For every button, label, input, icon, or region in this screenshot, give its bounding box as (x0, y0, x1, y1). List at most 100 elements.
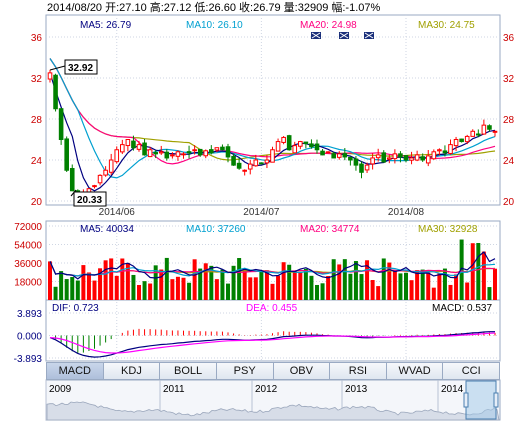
candle-body (181, 153, 186, 156)
volume-bar (426, 272, 431, 300)
volume-bar (242, 268, 247, 300)
candle-body (186, 151, 192, 154)
candle-body (437, 149, 442, 152)
candle-body (375, 154, 381, 159)
candle-body (392, 153, 398, 160)
volume-bar (226, 283, 230, 300)
volume-bar (181, 277, 186, 300)
candle-body (336, 153, 342, 158)
volume-bar (487, 287, 492, 300)
candle-body (398, 153, 403, 158)
tab-wvad[interactable]: WVAD (386, 363, 444, 379)
quote-header: 2014/08/20 开:27.10 高:27.12 低:26.60 收:26.… (47, 0, 380, 14)
volume-bar (253, 277, 258, 300)
candle-body (286, 135, 292, 151)
candle-body (448, 144, 453, 154)
volume-bar (409, 280, 414, 300)
candle-body (192, 149, 197, 152)
price-tick-label-right: 32 (503, 74, 515, 85)
candle-body (453, 139, 459, 147)
candle-body (275, 141, 281, 152)
candle-body (231, 155, 236, 166)
price-tick-label-left: 28 (31, 115, 43, 126)
volume-bar (365, 260, 370, 300)
volume-bar (303, 268, 308, 300)
event-marker-icon[interactable] (364, 32, 374, 39)
date-axis: 2014/06 2014/07 2014/08 (99, 207, 425, 218)
candle-body (387, 157, 392, 160)
candle-body (331, 153, 336, 159)
dif-legend: DIF: 0.723 (52, 303, 99, 314)
tab-rsi[interactable]: RSI (330, 363, 387, 379)
date-tick-label: 2014/06 (99, 207, 136, 218)
volume-bar (59, 271, 64, 300)
price-axis: 36 36 32 32 28 28 24 24 20 20 (31, 33, 515, 208)
volume-bar (281, 262, 286, 300)
volume-bar (259, 270, 264, 300)
candle-body (414, 154, 420, 161)
tab-boll[interactable]: BOLL (160, 363, 217, 379)
candle-body (153, 152, 158, 155)
volume-bar (170, 279, 175, 300)
candle-body (409, 157, 414, 161)
ma5-legend: MA5: 26.79 (80, 20, 132, 31)
volume-bar (381, 258, 386, 300)
candle-body (214, 147, 220, 151)
navigator-range-handle[interactable] (463, 380, 499, 420)
price-tick-label-right: 24 (503, 156, 515, 167)
event-marker-icon[interactable] (311, 32, 321, 39)
price-tick-label-left: 32 (31, 74, 43, 85)
volume-bar (493, 268, 497, 300)
candle-body (247, 163, 253, 170)
volume-bar (342, 259, 347, 300)
ma20-legend: MA20: 24.98 (300, 20, 357, 31)
volume-bar (137, 285, 141, 300)
tab-obv[interactable]: OBV (273, 363, 331, 379)
volume-bar (264, 270, 269, 300)
volume-bar (164, 257, 169, 300)
candle-body (236, 162, 242, 169)
vol-ma5-line (49, 251, 496, 280)
candle-body (476, 133, 481, 136)
volume-bar (392, 271, 397, 300)
price-tick-label-left: 24 (31, 156, 43, 167)
volume-bar (420, 269, 425, 300)
volume-bar (448, 284, 453, 300)
candle-body (303, 141, 309, 145)
volume-bar (387, 262, 392, 300)
vol-ma10-line (49, 261, 496, 277)
tab-psy[interactable]: PSY (216, 363, 274, 379)
vol-ma5-legend: MA5: 40034 (80, 224, 134, 235)
candle-body (136, 144, 142, 150)
volume-bar (287, 264, 292, 300)
tab-kdj[interactable]: KDJ (103, 363, 161, 379)
event-marker-icon[interactable] (339, 32, 349, 39)
date-tick-label: 2014/07 (243, 207, 280, 218)
vol-ma30-legend: MA30: 32928 (418, 224, 478, 235)
price-tick-label-left: 20 (31, 197, 43, 208)
volume-bar (237, 258, 242, 300)
volume-bar (459, 239, 464, 300)
candle-body (197, 148, 203, 156)
volume-bar (142, 281, 147, 300)
tab-cci[interactable]: CCI (443, 363, 499, 379)
volume-bar (103, 260, 108, 300)
volume-bar (353, 261, 358, 300)
indicator-tabs: MACD KDJ BOLL PSY OBV RSI WVAD CCI (46, 362, 500, 380)
tab-macd[interactable]: MACD (47, 363, 104, 379)
volume-bar (431, 287, 436, 300)
volume-tick-label: 36000 (14, 259, 42, 270)
macd-lines (49, 331, 496, 358)
candle-body (314, 143, 320, 151)
macd-histogram (55, 328, 496, 353)
candle-body (253, 159, 259, 167)
volume-bar (125, 262, 130, 300)
macd-axis: 3.893 0.000 -3.893 (14, 309, 43, 365)
volume-bar (359, 274, 364, 300)
svg-text:20.33: 20.33 (77, 195, 102, 206)
macd-tick-label: -3.893 (14, 354, 43, 365)
volume-bar (159, 269, 164, 300)
candle-body (364, 164, 370, 171)
candle-body (220, 146, 225, 151)
